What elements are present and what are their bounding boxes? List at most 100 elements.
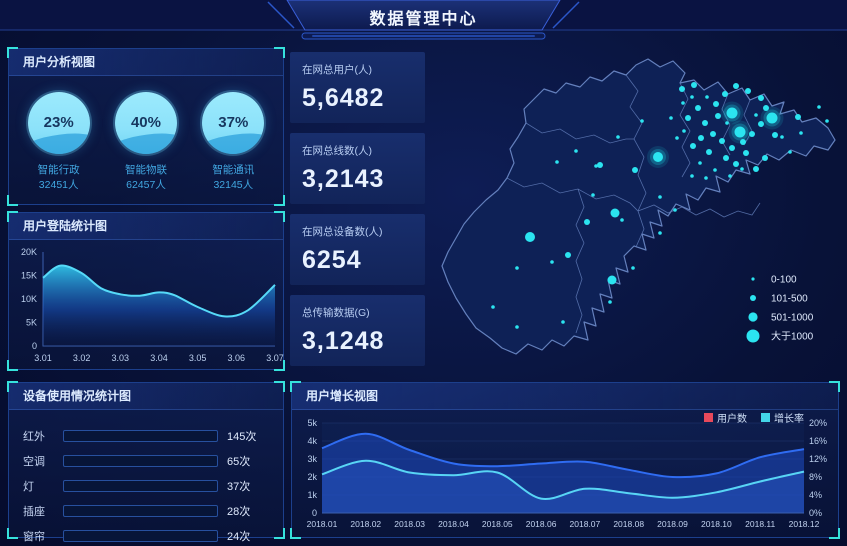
growth-rate-area <box>322 460 804 513</box>
gauge-circle: 23% <box>27 92 90 154</box>
region-map: 0-100 101-500 501-1000 大于1000 <box>430 45 847 375</box>
kpi-value: 5,6482 <box>302 84 385 112</box>
gauge-circle: 37% <box>202 92 265 154</box>
liquid-gauge: 37% 智能通讯 32145人 <box>190 92 276 192</box>
map-point <box>704 176 708 180</box>
x-tick-label: 2018.06 <box>526 519 557 529</box>
panel-title-user-growth: 用户增长视图 <box>292 383 838 410</box>
map-point <box>734 126 746 138</box>
growth-legend: 用户数 增长率 <box>704 410 804 425</box>
map-point <box>574 149 578 153</box>
map-point <box>713 101 719 107</box>
map-point <box>719 138 725 144</box>
x-tick-label: 2018.10 <box>701 519 732 529</box>
map-inner-border <box>525 122 634 144</box>
map-point <box>695 105 701 111</box>
map-point <box>691 82 697 88</box>
map-legend-label: 501-1000 <box>771 313 814 324</box>
kpi-label: 在网总设备数(人) <box>302 226 383 238</box>
map-point <box>772 132 778 138</box>
map-point <box>525 232 535 242</box>
map-legend-dot <box>746 329 760 343</box>
device-row: 红外 145次 <box>23 423 267 448</box>
map-point <box>555 160 559 164</box>
gauge-label: 智能行政 <box>37 164 80 176</box>
x-tick-label: 2018.08 <box>613 519 644 529</box>
device-bar-track <box>63 429 218 442</box>
device-value: 24次 <box>227 530 251 543</box>
x-tick-label: 2018.12 <box>789 519 820 529</box>
map-point <box>594 164 598 168</box>
map-point <box>658 231 662 235</box>
panel-frame <box>7 383 285 539</box>
panel-title-device-usage: 设备使用情况统计图 <box>9 383 283 410</box>
gauge-count: 62457人 <box>126 178 166 191</box>
map-inner-border <box>743 99 753 146</box>
map-point <box>780 135 784 139</box>
y-left-label: 2k <box>307 472 317 482</box>
growth-chart-svg: 0 1k 2k 3k 4k 5k 0% 4% 8% 12% 16% 20% 2018.01 2018.02… <box>307 418 827 529</box>
login-line <box>42 264 276 318</box>
device-row: 窗帘 24次 <box>23 523 267 546</box>
gauge-percent: 37% <box>218 114 249 131</box>
map-legend-label: 0-100 <box>771 275 797 286</box>
map-point <box>682 129 686 133</box>
map-point <box>722 91 728 97</box>
map-point <box>675 136 679 140</box>
map-svg: 0-100 101-500 501-1000 大于1000 <box>441 58 836 355</box>
map-point <box>763 105 769 111</box>
device-label: 灯 <box>23 480 34 493</box>
y-left-label: 5k <box>307 418 317 428</box>
growth-rate-line <box>321 459 805 500</box>
device-value: 28次 <box>227 505 251 518</box>
kpi-value: 3,2143 <box>302 165 385 193</box>
y-left-label: 3k <box>307 454 317 464</box>
map-point <box>706 149 712 155</box>
header-bar: 数据管理中心 <box>0 0 847 44</box>
map-point <box>640 119 644 123</box>
map-point <box>584 219 590 225</box>
x-tick-label: 3.02 <box>73 353 91 363</box>
map-point <box>515 325 519 329</box>
map-point <box>690 174 694 178</box>
panel-frame <box>7 49 285 206</box>
x-tick-label: 2018.07 <box>570 519 601 529</box>
device-value: 37次 <box>227 480 251 493</box>
map-point <box>561 320 565 324</box>
map-point <box>740 139 746 145</box>
map-inner-border <box>679 82 691 178</box>
map-point <box>616 135 620 139</box>
legend-item-users: 用户数 <box>704 410 747 425</box>
device-label: 插座 <box>23 505 45 518</box>
map-inner-border <box>635 210 645 248</box>
panel-frame <box>290 383 840 539</box>
kpi-card: 总传输数据(G) 3,1248 <box>290 295 425 366</box>
map-point <box>825 119 829 123</box>
map-point <box>673 208 677 212</box>
y-tick-label: 10K <box>21 294 37 304</box>
gauge-group: 23% 智能行政 32451人 40% 智能物联 62457人 37% 智能通讯… <box>9 76 283 192</box>
map-point <box>690 143 696 149</box>
map-point <box>817 105 821 109</box>
x-tick-label: 2018.11 <box>745 519 775 529</box>
y-tick-label: 20K <box>21 247 37 257</box>
kpi-label: 在网总用户(人) <box>302 64 372 76</box>
device-label: 红外 <box>23 430 45 443</box>
map-point <box>788 150 792 154</box>
x-tick-label: 3.05 <box>189 353 207 363</box>
map-point <box>733 161 739 167</box>
panel-title-user-analysis: 用户分析视图 <box>9 49 283 76</box>
map-point <box>597 162 603 168</box>
map-legend-label: 大于1000 <box>771 330 814 343</box>
gauge-percent: 40% <box>130 114 161 131</box>
map-point <box>762 155 768 161</box>
panel-login-stats: 用户登陆统计图 0 5K 10K 15K 20K 3.01 3.02 3.03 3.04 3.05… <box>7 211 285 371</box>
panel-user-analysis: 用户分析视图 23% 智能行政 32451人 40% 智能物联 62457人 3… <box>7 47 285 206</box>
y-right-label: 12% <box>809 454 827 464</box>
device-label: 空调 <box>23 455 45 468</box>
device-row: 灯 37次 <box>23 473 267 498</box>
map-point <box>631 266 635 270</box>
map-legend-dot <box>751 277 755 281</box>
users-line <box>321 432 805 479</box>
panel-user-growth: 用户增长视图 用户数 增长率 0 1k 2k 3k 4k 5k 0% 4% 8% 12% 16% 20… <box>290 381 840 539</box>
